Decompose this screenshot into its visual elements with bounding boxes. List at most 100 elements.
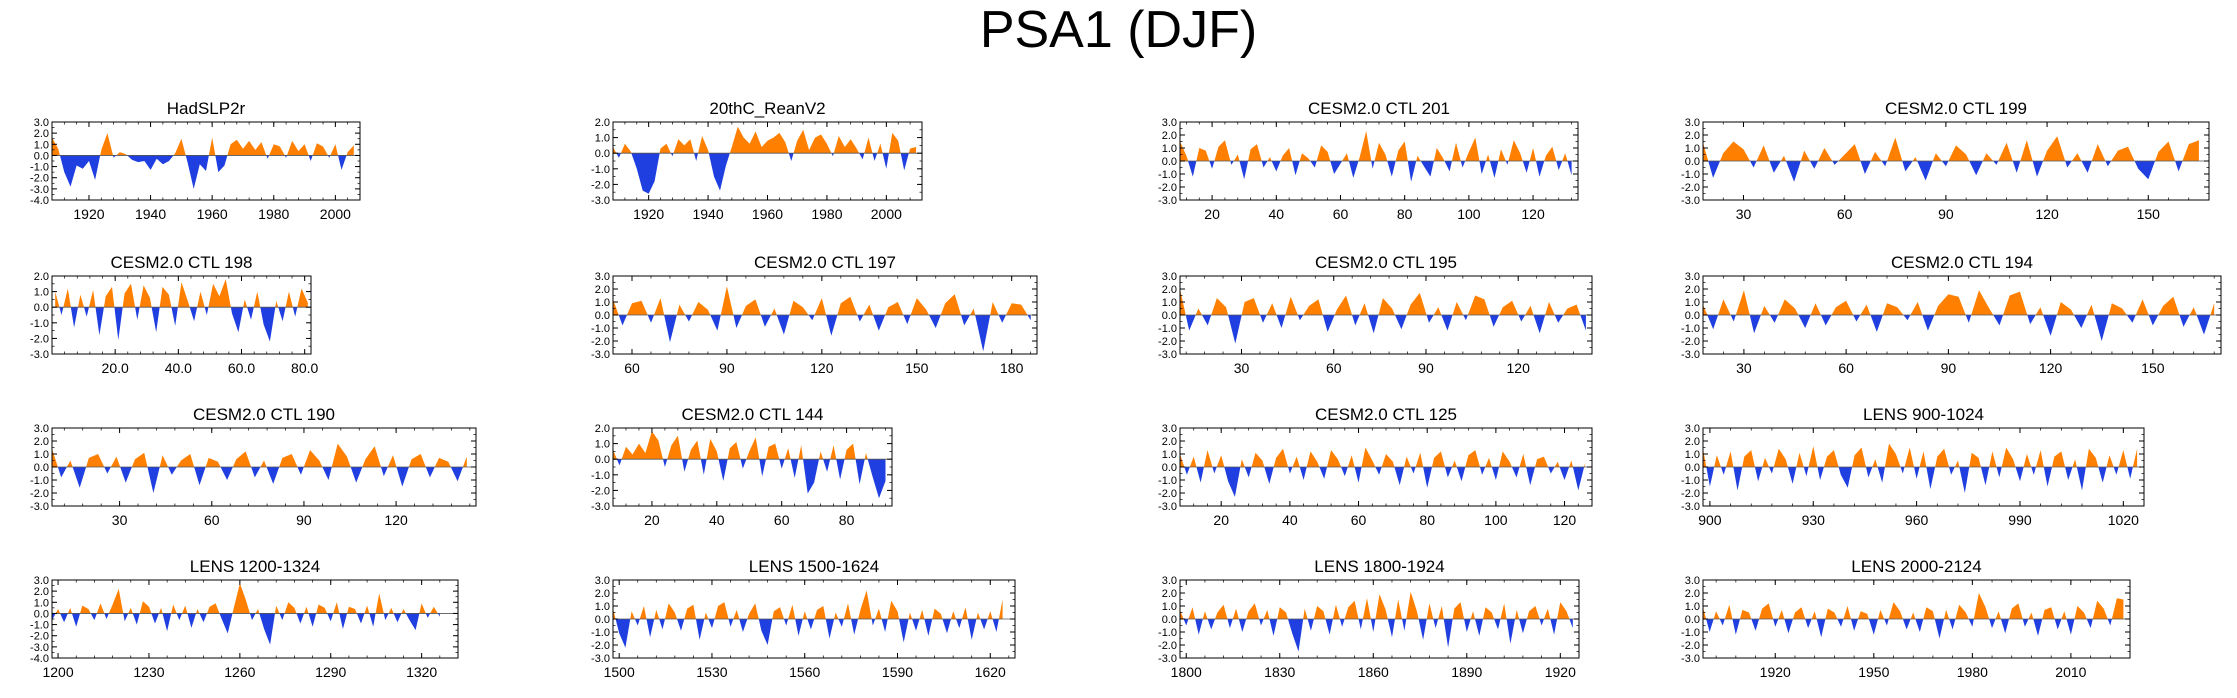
y-tick-label: -3.0 [1158, 653, 1177, 665]
negative-area [59, 155, 347, 189]
y-tick-label: 2.0 [595, 117, 610, 129]
x-tick-label: 30 [112, 512, 128, 528]
positive-area [613, 286, 1031, 315]
y-tick-label: 2.0 [1162, 130, 1177, 142]
x-tick-label: 30 [1736, 360, 1752, 376]
y-tick-label: 0.0 [595, 614, 610, 626]
x-tick-label: 1200 [42, 664, 73, 680]
x-tick-label: 150 [2141, 360, 2165, 376]
x-tick-label: 930 [1802, 512, 1826, 528]
x-tick-label: 120 [1553, 512, 1577, 528]
y-tick-label: 0.0 [34, 150, 49, 162]
x-tick-label: 120 [2039, 360, 2063, 376]
x-tick-label: 1530 [696, 664, 727, 680]
y-tick-label: -3.0 [1681, 195, 1700, 207]
y-tick-label: 0.0 [34, 302, 49, 314]
y-tick-label: -3.0 [1681, 501, 1700, 513]
panel-title: CESM2.0 CTL 194 [1891, 253, 2033, 272]
x-tick-label: 1290 [315, 664, 346, 680]
x-tick-label: 990 [2008, 512, 2032, 528]
y-tick-label: 3.0 [1162, 423, 1177, 435]
x-tick-label: 80 [1397, 206, 1413, 222]
x-tick-label: 20 [1204, 206, 1220, 222]
y-tick-label: -4.0 [30, 653, 49, 665]
x-tick-label: 1320 [406, 664, 437, 680]
negative-area [1180, 467, 1586, 497]
y-tick-label: 3.0 [1162, 117, 1177, 129]
y-tick-label: 0.0 [1685, 310, 1700, 322]
y-tick-label: 0.0 [34, 608, 49, 620]
y-tick-label: 2.0 [34, 271, 49, 283]
y-tick-label: -3.0 [591, 501, 610, 513]
positive-area [1703, 593, 2124, 619]
figure-title: PSA1 (DJF) [979, 1, 1258, 59]
y-tick-label: 3.0 [1162, 575, 1177, 587]
y-tick-label: -1.0 [591, 323, 610, 335]
x-tick-label: 20 [1213, 512, 1229, 528]
x-tick-label: 150 [2137, 206, 2161, 222]
negative-area [1703, 467, 2138, 493]
negative-area [1180, 161, 1572, 182]
panel-8: CESM2.0 CTL 194 3.02.01.00.0-1.0-2.0-3.0 3… [1681, 253, 2222, 376]
negative-area [616, 459, 886, 499]
panel-3: CESM2.0 CTL 201 3.02.01.00.0-1.0-2.0-3.0 2… [1158, 99, 1579, 222]
x-tick-label: 60 [1838, 360, 1854, 376]
x-tick-label: 1890 [1451, 664, 1482, 680]
panel-1: HadSLP2r 3.02.01.00.0-1.0-2.0-3.0-4.0 1920… [30, 99, 361, 222]
x-tick-label: 1830 [1264, 664, 1295, 680]
x-tick-label: 40 [1269, 206, 1285, 222]
y-tick-label: 3.0 [34, 575, 49, 587]
negative-area [52, 467, 467, 493]
panel-7: CESM2.0 CTL 195 3.02.01.00.0-1.0-2.0-3.0 3… [1158, 253, 1593, 376]
y-tick-label: 1.0 [595, 133, 610, 145]
y-tick-label: -1.0 [1681, 627, 1700, 639]
panel-title: LENS 900-1024 [1863, 405, 1984, 424]
y-tick-label: -2.0 [30, 488, 49, 500]
x-tick-label: 90 [1418, 360, 1434, 376]
y-tick-label: 0.0 [595, 310, 610, 322]
panel-4: CESM2.0 CTL 199 3.02.01.00.0-1.0-2.0-3.0 3… [1681, 99, 2210, 222]
panel-11: CESM2.0 CTL 125 3.02.01.00.0-1.0-2.0-3.0 2… [1158, 405, 1593, 528]
y-tick-label: -3.0 [1681, 349, 1700, 361]
y-tick-label: -2.0 [591, 179, 610, 191]
negative-area [1180, 619, 1573, 652]
y-tick-label: 3.0 [1162, 271, 1177, 283]
negative-area [613, 619, 1003, 648]
panel-title: CESM2.0 CTL 198 [110, 253, 252, 272]
y-tick-label: 2.0 [1685, 436, 1700, 448]
positive-area [1180, 447, 1586, 467]
y-tick-label: 1.0 [1685, 297, 1700, 309]
panel-title: CESM2.0 CTL 144 [681, 405, 823, 424]
y-tick-label: -1.0 [1681, 169, 1700, 181]
panel-13: LENS 1200-1324 3.02.01.00.0-1.0-2.0-3.0-4… [30, 557, 459, 680]
y-tick-label: 1.0 [1162, 449, 1177, 461]
panel-title: CESM2.0 CTL 199 [1885, 99, 2027, 118]
x-tick-label: 1920 [633, 206, 664, 222]
y-tick-label: 0.0 [1685, 462, 1700, 474]
x-tick-label: 20 [644, 512, 660, 528]
panel-6: CESM2.0 CTL 197 3.02.01.00.0-1.0-2.0-3.0 6… [591, 253, 1038, 376]
x-tick-label: 120 [1521, 206, 1545, 222]
x-tick-label: 1500 [604, 664, 635, 680]
y-tick-label: -2.0 [591, 336, 610, 348]
y-tick-label: 1.0 [1162, 601, 1177, 613]
y-tick-label: -2.0 [1158, 182, 1177, 194]
x-tick-label: 1800 [1171, 664, 1202, 680]
panel-title: CESM2.0 CTL 125 [1315, 405, 1457, 424]
x-tick-label: 90 [719, 360, 735, 376]
y-tick-label: -1.0 [30, 620, 49, 632]
panel-title: CESM2.0 CTL 197 [754, 253, 896, 272]
y-tick-label: -2.0 [1681, 640, 1700, 652]
y-tick-label: 3.0 [1685, 271, 1700, 283]
x-tick-label: 1960 [197, 206, 228, 222]
y-tick-label: -2.0 [1158, 488, 1177, 500]
x-tick-label: 1940 [135, 206, 166, 222]
y-tick-label: -3.0 [591, 195, 610, 207]
x-tick-label: 60 [204, 512, 220, 528]
y-tick-label: -1.0 [1158, 627, 1177, 639]
x-tick-label: 80 [839, 512, 855, 528]
x-tick-label: 60.0 [228, 360, 255, 376]
positive-area [1180, 289, 1586, 315]
x-tick-label: 90 [296, 512, 312, 528]
